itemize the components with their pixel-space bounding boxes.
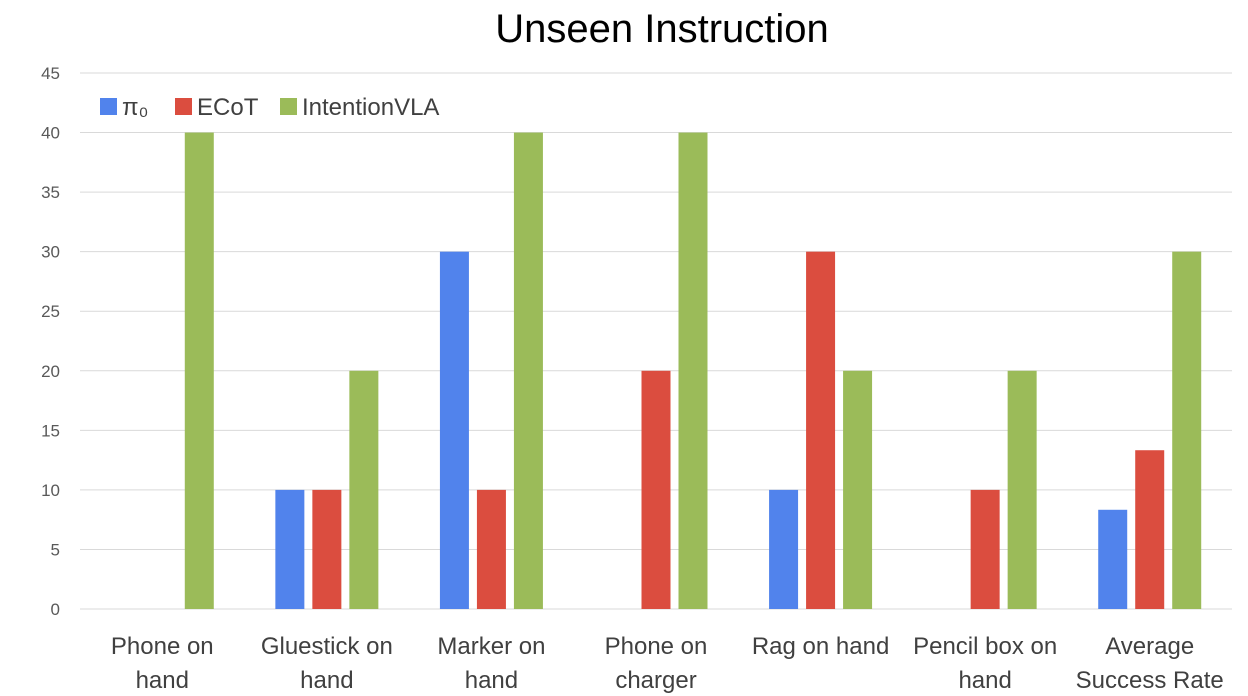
- y-tick-label: 30: [41, 243, 60, 262]
- y-tick-label: 35: [41, 183, 60, 202]
- x-category-label: hand: [465, 667, 518, 694]
- x-category-label: Success Rate: [1076, 667, 1224, 694]
- x-axis-categories: Phone on hand Gluestick on hand Marker on han…: [111, 633, 1224, 694]
- bar: [843, 370, 873, 609]
- y-axis-ticks: 0 5 10 15 20 25 30 35 40 45: [41, 64, 60, 619]
- bar: [184, 132, 214, 610]
- y-tick-label: 0: [51, 600, 60, 619]
- y-tick-label: 15: [41, 421, 60, 440]
- x-category-label: charger: [615, 667, 696, 694]
- bar: [678, 132, 708, 610]
- x-category-label: Phone on: [605, 633, 708, 660]
- y-tick-label: 40: [41, 124, 60, 143]
- legend-label: ECoT: [197, 94, 259, 121]
- bar: [312, 489, 342, 609]
- chart-title: Unseen Instruction: [495, 7, 829, 51]
- bar: [806, 251, 836, 609]
- bar: [476, 489, 506, 609]
- y-tick-label: 10: [41, 481, 60, 500]
- y-tick-label: 20: [41, 362, 60, 381]
- x-category-label: Pencil box on: [913, 633, 1057, 660]
- legend-swatch: [280, 98, 297, 115]
- bar: [1007, 370, 1037, 609]
- bar: [769, 489, 799, 609]
- bar: [641, 370, 671, 609]
- x-category-label: hand: [958, 667, 1011, 694]
- legend-label: IntentionVLA: [302, 94, 439, 121]
- legend-label: π₀: [122, 94, 149, 121]
- bar: [513, 132, 543, 610]
- bar: [1135, 450, 1165, 609]
- legend: π₀ ECoT IntentionVLA: [100, 94, 439, 121]
- bar: [970, 489, 1000, 609]
- y-tick-label: 25: [41, 302, 60, 321]
- bar: [439, 251, 469, 609]
- y-tick-label: 5: [51, 540, 60, 559]
- x-category-label: Phone on: [111, 633, 214, 660]
- x-category-label: hand: [300, 667, 353, 694]
- bars: [184, 132, 1202, 610]
- bar: [349, 370, 379, 609]
- bar: [275, 489, 305, 609]
- y-tick-label: 45: [41, 64, 60, 83]
- legend-swatch: [100, 98, 117, 115]
- bar: [1172, 251, 1202, 609]
- x-category-label: Average: [1105, 633, 1194, 660]
- x-category-label: Gluestick on: [261, 633, 393, 660]
- legend-swatch: [175, 98, 192, 115]
- x-category-label: hand: [136, 667, 189, 694]
- x-category-label: Marker on: [437, 633, 545, 660]
- bar: [1098, 509, 1128, 609]
- x-category-label: Rag on hand: [752, 633, 889, 660]
